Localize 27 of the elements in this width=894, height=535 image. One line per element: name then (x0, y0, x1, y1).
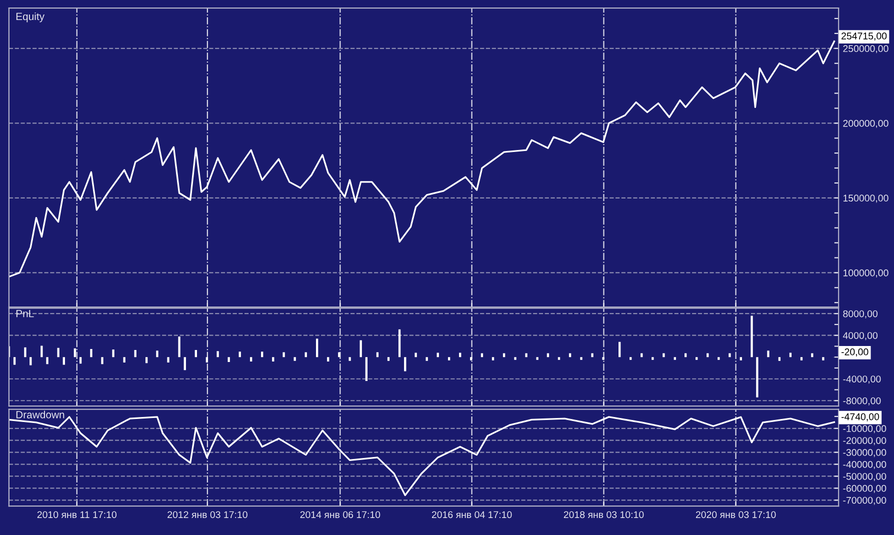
y-tick-label: -40000,00 (843, 461, 886, 470)
x-tick-label: 2012 янв 03 17:10 (168, 511, 248, 518)
x-tick-label: 2016 янв 04 17:10 (432, 511, 512, 518)
y-tick-label: -50000,00 (843, 472, 886, 481)
annotation: -20,00 (841, 348, 868, 356)
x-tick-label: 2010 янв 11 17:10 (37, 511, 116, 518)
x-tick-label: 2018 янв 03 10:10 (564, 511, 644, 518)
y-tick-label: 150000,00 (843, 194, 888, 203)
y-tick-label: 200000,00 (843, 120, 888, 128)
y-tick-label: -10000,00 (843, 425, 886, 434)
y-tick-label: -8000,00 (843, 397, 881, 406)
chart-title: Equity (16, 12, 45, 22)
y-tick-label: 100000,00 (843, 269, 888, 278)
y-tick-label: 250000,00 (843, 45, 888, 54)
chart-title: PnL (16, 310, 34, 318)
y-tick-label: -30000,00 (843, 449, 886, 458)
y-tick-label: 8000,00 (843, 310, 878, 318)
y-tick-label: -20000,00 (843, 437, 886, 446)
annotation: 254715,00 (842, 32, 887, 41)
x-tick-label: 2014 янв 06 17:10 (300, 511, 380, 518)
chart-title: Drawdown (16, 410, 64, 418)
y-tick-label: -70000,00 (843, 496, 886, 505)
y-tick-label: -4000,00 (843, 376, 881, 384)
y-tick-label: -60000,00 (843, 484, 886, 493)
annotation: -4740,00 (841, 413, 880, 422)
y-tick-label: 4000,00 (842, 332, 878, 340)
x-tick-label: 2020 янв 03 17:10 (696, 511, 776, 518)
